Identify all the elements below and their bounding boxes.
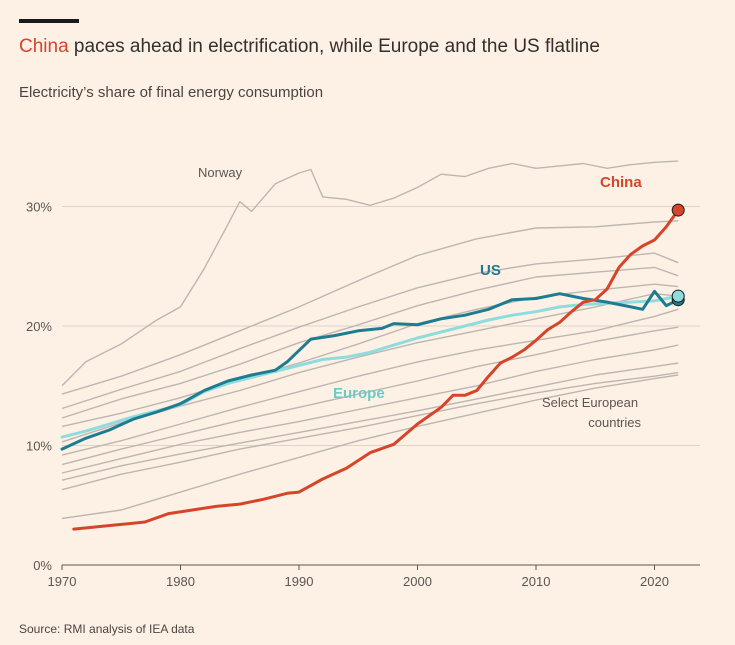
series-line-country-6 bbox=[61, 308, 679, 456]
series-line-country-1 bbox=[61, 220, 679, 395]
y-tick-label: 0% bbox=[33, 558, 52, 573]
y-tick-label: 20% bbox=[26, 319, 52, 334]
series-line-country-7 bbox=[61, 326, 679, 466]
series-line-norway bbox=[61, 160, 679, 387]
x-tick-label: 2010 bbox=[522, 574, 551, 589]
series-line-country-9 bbox=[61, 362, 679, 481]
series-line-country-11 bbox=[61, 374, 679, 520]
top-accent-bar bbox=[19, 19, 79, 23]
series-line-country-2 bbox=[61, 252, 679, 410]
highlight-series bbox=[60, 208, 680, 531]
series-line-country-8 bbox=[61, 344, 679, 474]
annotations: Norway China US Europe Select European c… bbox=[198, 165, 642, 430]
title-rest: paces ahead in electrification, while Eu… bbox=[68, 36, 600, 57]
source-note: Source: RMI analysis of IEA data bbox=[19, 622, 195, 636]
chart-title: China paces ahead in electrification, wh… bbox=[19, 36, 600, 58]
y-tick-label: 10% bbox=[26, 439, 52, 454]
x-tick-label: 2020 bbox=[640, 574, 669, 589]
norway-label: Norway bbox=[198, 165, 243, 180]
endpoint-marker-europe bbox=[671, 289, 685, 303]
y-tick-label: 30% bbox=[26, 200, 52, 215]
endpoint-markers bbox=[671, 203, 685, 307]
us-label: US bbox=[480, 262, 501, 279]
chart-subtitle: Electricity’s share of final energy cons… bbox=[19, 84, 324, 101]
series-line-europe bbox=[60, 294, 680, 439]
series-line-country-10 bbox=[61, 371, 679, 491]
series-line-country-3 bbox=[61, 266, 679, 419]
china-label: China bbox=[600, 174, 642, 191]
axes: 0% 10% 20% 30% 1970 1980 1990 2000 2010 2020 bbox=[26, 200, 700, 589]
select-countries-label-line2: countries bbox=[588, 415, 641, 430]
endpoint-marker-china bbox=[671, 203, 685, 217]
title-highlight: China bbox=[19, 36, 69, 57]
x-tick-label: 1990 bbox=[285, 574, 314, 589]
series-line-us bbox=[60, 289, 680, 451]
context-series bbox=[61, 160, 679, 520]
x-tick-label: 2000 bbox=[403, 574, 432, 589]
x-tick-label: 1970 bbox=[48, 574, 77, 589]
europe-label: Europe bbox=[333, 385, 385, 402]
series-line-china bbox=[72, 208, 680, 531]
grid-lines bbox=[62, 206, 700, 446]
x-tick-label: 1980 bbox=[166, 574, 195, 589]
select-countries-label-line1: Select European bbox=[542, 395, 638, 410]
